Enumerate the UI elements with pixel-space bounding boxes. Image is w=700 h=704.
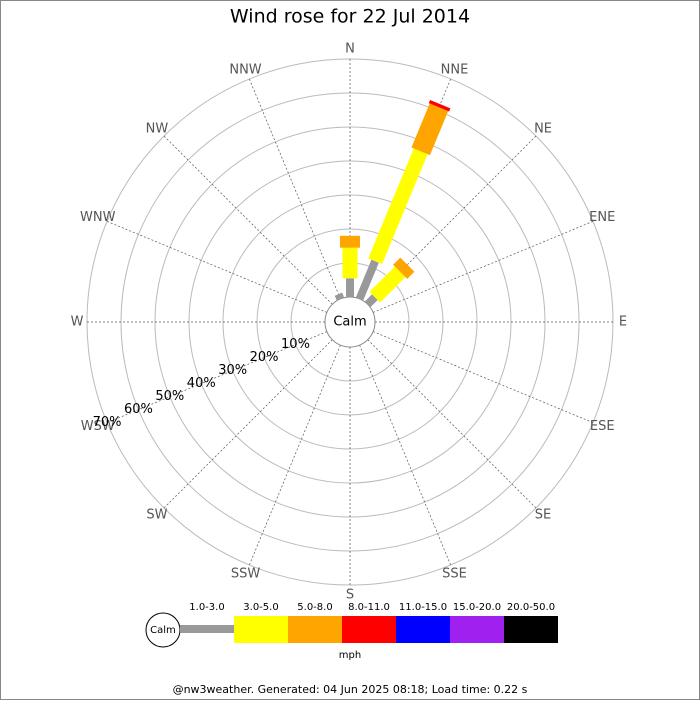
direction-label: NW bbox=[146, 121, 169, 136]
wind-bar bbox=[364, 294, 378, 308]
direction-label: WNW bbox=[80, 210, 116, 225]
wind-bar bbox=[340, 235, 360, 248]
legend-swatch bbox=[288, 616, 342, 643]
legend-label: 11.0-15.0 bbox=[399, 602, 447, 613]
direction-label: WSW bbox=[81, 419, 115, 434]
direction-label: SSE bbox=[442, 567, 467, 582]
legend-swatch bbox=[450, 616, 504, 643]
r-tick-label: 40% bbox=[187, 376, 216, 391]
direction-label: N bbox=[345, 42, 355, 57]
unit-label: mph bbox=[339, 650, 361, 661]
legend-label: 5.0-8.0 bbox=[297, 602, 332, 613]
wind-bar bbox=[368, 148, 428, 265]
footer: @nw3weather. Generated: 04 Jun 2025 08:1… bbox=[173, 683, 528, 696]
direction-label: W bbox=[71, 315, 84, 330]
legend-label: 15.0-20.0 bbox=[453, 602, 501, 613]
wind-bar bbox=[369, 266, 406, 303]
direction-label: NNW bbox=[229, 62, 261, 77]
direction-label: SW bbox=[146, 508, 167, 523]
wind-bar bbox=[355, 259, 379, 301]
wind-bar bbox=[428, 99, 451, 112]
calm-label: Calm bbox=[333, 315, 366, 330]
wind-bar bbox=[393, 257, 415, 279]
direction-label: SE bbox=[535, 508, 551, 523]
legend-calm-label: Calm bbox=[150, 625, 176, 636]
legend-swatch bbox=[180, 625, 234, 633]
r-tick-label: 70% bbox=[93, 415, 122, 430]
direction-label: NE bbox=[534, 121, 552, 136]
r-tick-label: 20% bbox=[250, 350, 279, 365]
direction-label: S bbox=[346, 588, 354, 603]
r-tick-label: 30% bbox=[218, 363, 247, 378]
legend-label: 8.0-11.0 bbox=[348, 602, 390, 613]
legend-label: 3.0-5.0 bbox=[243, 602, 278, 613]
direction-label: ENE bbox=[589, 210, 615, 225]
r-tick-label: 10% bbox=[281, 337, 310, 352]
direction-label: ESE bbox=[590, 419, 615, 434]
direction-label: E bbox=[619, 315, 627, 330]
wind-bar bbox=[334, 292, 345, 301]
legend-swatch bbox=[396, 616, 450, 643]
wind-bar bbox=[346, 278, 354, 297]
wind-bar bbox=[411, 103, 449, 156]
chart-title: Wind rose for 22 Jul 2014 bbox=[230, 6, 470, 28]
direction-label: NNE bbox=[441, 62, 469, 77]
legend-label: 1.0-3.0 bbox=[189, 602, 224, 613]
r-tick-label: 50% bbox=[155, 389, 184, 404]
direction-label: SSW bbox=[231, 567, 261, 582]
r-tick-label: 60% bbox=[124, 402, 153, 417]
legend-label: 20.0-50.0 bbox=[507, 602, 555, 613]
legend-swatch bbox=[504, 616, 558, 643]
wind-bar bbox=[342, 247, 358, 279]
legend-swatch bbox=[234, 616, 288, 643]
legend-swatch bbox=[342, 616, 396, 643]
